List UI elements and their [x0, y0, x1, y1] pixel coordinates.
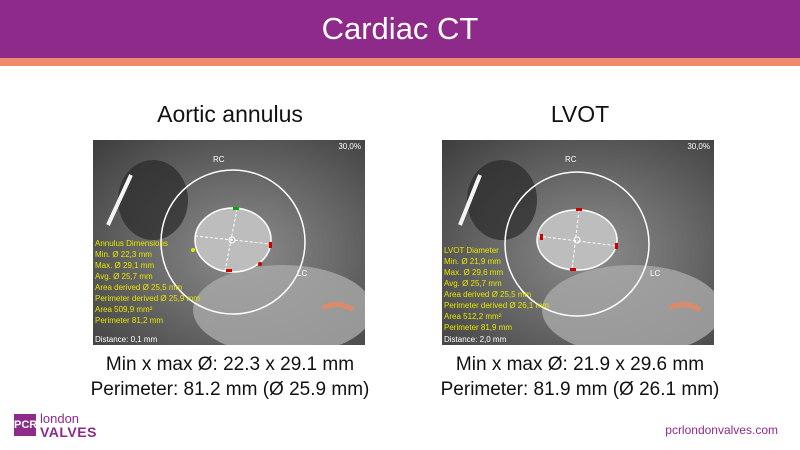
panel-title-lvot: LVOT — [550, 101, 610, 127]
overlay-avg: Avg. Ø 25,7 mm — [95, 272, 153, 281]
overlay-perimeter: Perimeter 81,9 mm — [444, 323, 513, 332]
caption-annulus: Min x max Ø: 22.3 x 29.1 mm Perimeter: 8… — [40, 352, 420, 402]
overlay-area: Area 509,9 mm² — [95, 305, 153, 314]
overlay-perimeter: Perimeter 81,2 mm — [95, 316, 164, 325]
overlay-area-derived: Area derived Ø 25,5 mm — [444, 290, 532, 299]
zoom-level: 30,0% — [687, 142, 710, 151]
overlay-heading: LVOT Diameter — [444, 246, 499, 255]
overlay-area-derived: Area derived Ø 25,5 mm — [95, 283, 183, 292]
header-accent-stripe — [0, 58, 800, 66]
ct-scan-graphic — [458, 160, 714, 345]
website-url[interactable]: pcrlondonvalves.com — [665, 423, 778, 437]
overlay-min: Min. Ø 22,3 mm — [95, 250, 152, 259]
overlay-avg: Avg. Ø 25,7 mm — [444, 279, 502, 288]
lc-label: LC — [650, 269, 661, 278]
overlay-perimeter-derived: Perimeter derived Ø 25,9 mm — [95, 294, 200, 303]
zoom-level: 30,0% — [338, 142, 361, 151]
lc-label: LC — [297, 269, 308, 278]
caption-min-max: Min x max Ø: 22.3 x 29.1 mm — [105, 354, 355, 375]
logo-valves-text: VALVES — [40, 424, 97, 440]
overlay-max: Max. Ø 29,6 mm — [444, 268, 504, 277]
caption-perimeter: Perimeter: 81.9 mm (Ø 26.1 mm) — [440, 379, 720, 400]
header-bar — [0, 0, 800, 58]
distance-readout: Distance: 2,0 mm — [444, 335, 507, 344]
slide-title: Cardiac CT — [321, 11, 479, 46]
panel-title-annulus: Aortic annulus — [157, 101, 303, 127]
ct-image-annulus: 30,0% RC LC Annulus Dimensions Min. Ø 22… — [93, 140, 365, 345]
ct-image-lvot: 30,0% RC LC LVOT Diameter Min. Ø 21,9 mm… — [442, 140, 714, 345]
caption-lvot: Min x max Ø: 21.9 x 29.6 mm Perimeter: 8… — [390, 352, 770, 402]
overlay-area: Area 512,2 mm² — [444, 312, 502, 321]
ct-scan-graphic — [106, 160, 365, 345]
overlay-perimeter-derived: Perimeter derived Ø 26,1 mm — [444, 301, 549, 310]
logo-pcr-box: PCR — [14, 414, 37, 436]
rc-label: RC — [213, 155, 225, 164]
measurement-overlay: LVOT Diameter Min. Ø 21,9 mm Max. Ø 29,6… — [444, 245, 584, 333]
overlay-min: Min. Ø 21,9 mm — [444, 257, 501, 266]
measurement-overlay: Annulus Dimensions Min. Ø 22,3 mm Max. Ø… — [95, 238, 235, 326]
caption-perimeter: Perimeter: 81.2 mm (Ø 25.9 mm) — [90, 379, 370, 400]
caption-min-max: Min x max Ø: 21.9 x 29.6 mm — [455, 354, 705, 375]
overlay-max: Max. Ø 29,1 mm — [95, 261, 155, 270]
rc-label: RC — [565, 155, 577, 164]
distance-readout: Distance: 0,1 mm — [95, 335, 158, 344]
overlay-heading: Annulus Dimensions — [95, 239, 168, 248]
logo-london-text: london — [40, 411, 80, 426]
